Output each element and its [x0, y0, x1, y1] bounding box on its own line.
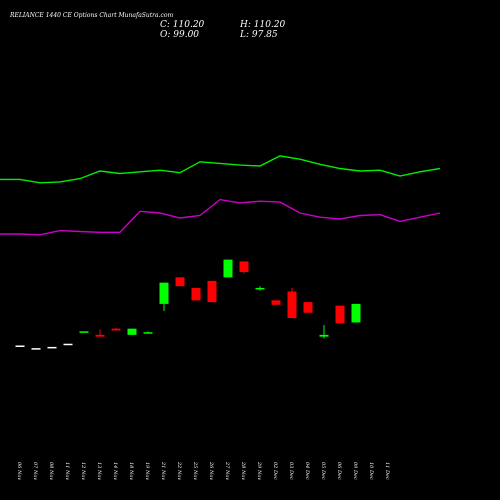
x-tick-label: 19 Nov: [144, 462, 150, 480]
candle-10: [159, 282, 169, 311]
candle-3: [47, 346, 57, 349]
x-tick-label: 29 Nov: [256, 461, 262, 480]
candle-13: [207, 280, 217, 303]
candle-body: [351, 303, 361, 323]
ohlc-close: C: 110.20: [160, 20, 205, 30]
candle-7: [111, 327, 121, 331]
x-tick-label: 26 Nov: [208, 461, 214, 480]
x-tick-label: 18 Nov: [128, 462, 134, 480]
x-tick-label: 07 Nov: [32, 462, 38, 480]
x-tick-label: 14 Nov: [112, 462, 118, 480]
x-tick-label: 04 Dec: [304, 462, 310, 480]
chart-title: RELIANCE 1440 CE Options Chart MunafaSut…: [9, 12, 173, 19]
candle-15: [239, 261, 249, 274]
candle-18: [287, 287, 297, 319]
candle-body: [47, 346, 57, 349]
x-tick-label: 06 Nov: [16, 462, 22, 480]
x-tick-label: 27 Nov: [224, 461, 230, 480]
candle-body: [143, 332, 153, 334]
x-tick-label: 28 Nov: [240, 461, 246, 480]
candle-6: [95, 329, 105, 337]
candle-body: [255, 287, 265, 290]
candle-body: [191, 287, 201, 301]
candle-20: [319, 325, 329, 339]
candle-body: [63, 343, 73, 346]
x-tick-label: 03 Dec: [288, 462, 294, 480]
candle-22: [351, 303, 361, 323]
candle-body: [271, 300, 281, 305]
ohlc-high: H: 110.20: [239, 20, 286, 30]
x-tick-label: 05 Dec: [320, 462, 326, 480]
x-tick-label: 09 Dec: [352, 462, 358, 480]
candle-body: [79, 331, 89, 333]
x-tick-label: 11 Dec: [384, 462, 390, 480]
candle-19: [303, 302, 313, 313]
x-tick-label: 25 Nov: [192, 461, 198, 480]
candle-body: [303, 302, 313, 313]
x-tick-label: 13 Nov: [96, 462, 102, 480]
candle-body: [111, 328, 121, 331]
candle-body: [127, 328, 137, 335]
ohlc-open: O: 99.00: [160, 30, 199, 40]
candle-1: [15, 345, 25, 347]
x-tick-label: 02 Dec: [272, 462, 278, 480]
x-tick-label: 11 Nov: [64, 462, 70, 480]
candle-body: [159, 282, 169, 304]
x-tick-label: 21 Nov: [160, 461, 166, 480]
candle-body: [335, 305, 345, 324]
x-tick-label: 12 Nov: [80, 462, 86, 480]
candle-body: [319, 334, 329, 337]
x-tick-label: 06 Dec: [336, 462, 342, 480]
candle-11: [175, 277, 185, 287]
x-axis: 06 Nov 07 Nov 08 Nov 11 Nov 12 Nov 13 Nov 14 N…: [16, 461, 390, 480]
candle-21: [335, 305, 345, 324]
indicator-line-1: [0, 155, 441, 184]
x-tick-label: 08 Nov: [48, 462, 54, 480]
candle-body: [287, 291, 297, 319]
candle-9: [143, 331, 153, 334]
indicator-line-2: [0, 198, 441, 236]
candle-14: [223, 259, 233, 278]
candle-body: [239, 261, 249, 273]
x-tick-label: 10 Dec: [368, 462, 374, 480]
candle-body: [207, 280, 217, 303]
candles: [15, 259, 361, 350]
candle-16: [255, 286, 265, 291]
candle-body: [95, 334, 105, 337]
candle-5: [79, 331, 89, 333]
candle-body: [15, 345, 25, 347]
x-tick-label: 22 Nov: [176, 461, 182, 480]
candle-2: [31, 348, 41, 350]
candle-12: [191, 287, 201, 301]
candle-4: [63, 343, 73, 346]
indicator-lines: [0, 155, 441, 236]
candle-body: [31, 348, 41, 350]
candle-8: [127, 328, 137, 335]
candle-body: [175, 277, 185, 287]
candle-17: [271, 300, 281, 305]
ohlc-low: L: 97.85: [239, 30, 278, 40]
candle-body: [223, 259, 233, 278]
